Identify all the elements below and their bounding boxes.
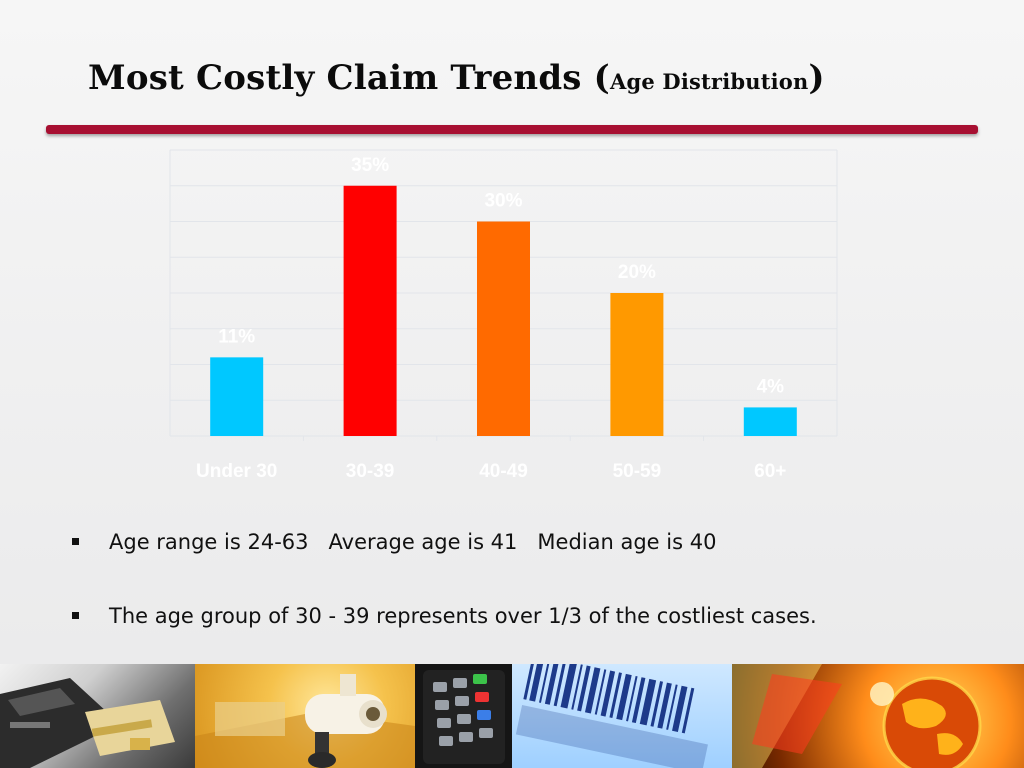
- data-label-1: 11%: [218, 326, 255, 347]
- barcode-image: [512, 664, 732, 768]
- data-label-3: 30%: [484, 191, 522, 212]
- slide-title: Most Costly Claim Trends (Age Distributi…: [88, 58, 825, 98]
- security-camera-image: [195, 664, 415, 768]
- bullet-age-stats: Age range is 24-63 Average age is 41 Med…: [72, 528, 817, 556]
- bar-4: [610, 293, 664, 436]
- bullet-age-group-share: The age group of 30 - 39 represents over…: [72, 602, 817, 630]
- slide-title-main: Most Costly Claim Trends (: [88, 58, 610, 98]
- bar-2: [343, 185, 397, 436]
- x-tick-label-3: 40-49: [479, 461, 528, 482]
- data-label-5: 4%: [757, 376, 785, 397]
- x-tick-label-1: Under 30: [196, 461, 277, 482]
- chart-bars: [210, 185, 797, 436]
- x-tick-label-2: 30-39: [346, 461, 395, 482]
- slide-title-close: ): [808, 58, 825, 98]
- chart-x-tick-labels: Under 30 30-39 40-49 50-59 60+: [196, 461, 786, 482]
- x-tick-label-4: 50-59: [613, 461, 662, 482]
- x-tick-label-5: 60+: [754, 461, 786, 482]
- decorative-photo-strip: [0, 664, 1024, 768]
- bar-3: [477, 221, 530, 436]
- data-label-2: 35%: [351, 155, 389, 176]
- keypad-image: [415, 664, 512, 768]
- summary-bullets: Age range is 24-63 Average age is 41 Med…: [72, 528, 817, 676]
- data-label-4: 20%: [618, 262, 656, 283]
- card-terminal-image: [0, 664, 195, 768]
- bar-1: [210, 357, 264, 436]
- globe-image: [732, 664, 1024, 768]
- bar-5: [743, 407, 797, 436]
- slide-title-sub: Age Distribution: [609, 69, 809, 94]
- age-distribution-chart: 11% 35% 30% 20% 4% Under 30 30-39 40-49 50-59 60…: [169, 149, 838, 482]
- title-divider: [46, 125, 978, 134]
- chart-data-labels: 11% 35% 30% 20% 4%: [218, 155, 784, 398]
